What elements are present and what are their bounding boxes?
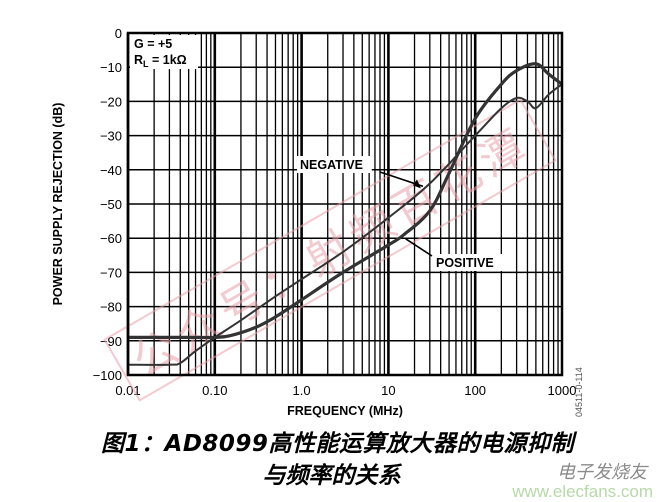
x-axis-ticks: 0.01 0.10 1.0 10 100 1000 <box>115 383 576 398</box>
curve-positive <box>128 62 563 340</box>
y-tick-label: −100 <box>93 368 122 383</box>
chart-curves <box>127 62 563 366</box>
figure-id: 04511-0-114 <box>574 367 584 417</box>
load-condition: RL = 1kΩ <box>134 53 187 69</box>
x-tick-label: 0.10 <box>202 383 227 398</box>
y-tick-label: −80 <box>100 300 122 315</box>
negative-label: NEGATIVE <box>300 158 363 172</box>
watermark-url: www.elecfans.com <box>512 482 653 501</box>
plot-frame <box>126 31 564 377</box>
caption-line-1: 图1：AD8099高性能运算放大器的电源抑制 <box>101 431 574 457</box>
y-tick-label: −20 <box>100 94 122 109</box>
y-tick-label: −90 <box>100 334 122 349</box>
y-tick-label: 0 <box>115 26 122 41</box>
y-tick-label: −40 <box>100 163 122 178</box>
test-conditions: G = +5 RL = 1kΩ <box>130 35 198 69</box>
y-tick-label: −10 <box>100 60 122 75</box>
x-tick-label: 1000 <box>548 383 577 398</box>
y-axis-label: POWER SUPPLY REJECTION (dB) <box>51 103 65 306</box>
y-tick-label: −60 <box>100 231 122 246</box>
y-tick-label: −30 <box>100 129 122 144</box>
x-tick-label: 1.0 <box>293 383 311 398</box>
curve-negative <box>127 83 563 366</box>
caption-line-2: 与频率的关系 <box>262 463 401 489</box>
x-axis-label: FREQUENCY (MHz) <box>287 404 403 418</box>
watermark-logo: 电子发烧友 <box>557 462 647 483</box>
x-tick-label: 0.01 <box>115 383 140 398</box>
positive-label: POSITIVE <box>436 256 494 270</box>
psr-chart: 0 −10 −20 −30 −40 −50 −60 −70 −80 −90 −100 0.01 0.1… <box>51 26 584 418</box>
y-tick-label: −50 <box>100 197 122 212</box>
x-tick-label: 10 <box>381 383 395 398</box>
chart-annotations: NEGATIVE POSITIVE <box>297 156 508 271</box>
gain-condition: G = +5 <box>134 37 172 51</box>
y-axis-ticks: 0 −10 −20 −30 −40 −50 −60 −70 −80 −90 −100 <box>93 26 122 383</box>
y-tick-label: −70 <box>100 265 122 280</box>
watermark-stamp: 公众号：射频百花潭 <box>103 98 557 402</box>
x-tick-label: 100 <box>464 383 486 398</box>
